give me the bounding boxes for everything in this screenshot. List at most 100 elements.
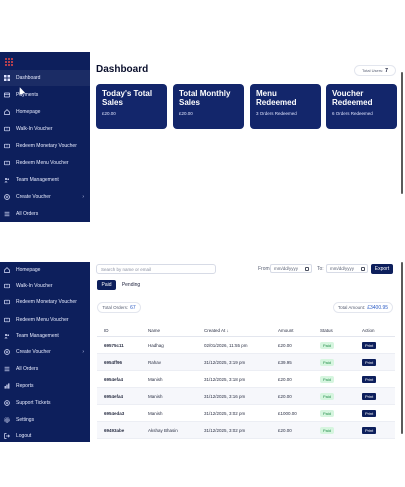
team-icon [4, 177, 10, 183]
order-created: 31/12/2025, 3:02 pm [204, 427, 246, 433]
status-badge: Paid [320, 341, 335, 349]
card-today-sales: Today's Total Sales £20.00 [96, 84, 167, 129]
sidebar-item-all-orders[interactable]: All Orders [0, 206, 90, 222]
tab-pending[interactable]: Pending [121, 282, 141, 288]
create-icon [4, 349, 10, 355]
sidebar-item-logout[interactable]: Logout [0, 428, 90, 442]
sidebar-item-label: Redeem Monetary Voucher [16, 143, 77, 149]
orders-table: ID Name Created At ↓ Amount Status Actio… [97, 325, 395, 442]
print-button[interactable]: Print [362, 341, 377, 349]
sidebar-item-homepage[interactable]: Homepage [0, 104, 90, 120]
sidebar-item-create-voucher[interactable]: Create Voucher › [0, 344, 90, 360]
sidebar-item-label: Redeem Menu Voucher [16, 160, 69, 166]
calendar-icon[interactable] [361, 267, 365, 271]
table-row: 6954ff96 Rahav 31/12/2025, 3:19 pm £39.95 Pa… [97, 354, 395, 371]
home-icon [4, 267, 10, 273]
order-amount: £20.00 [278, 376, 292, 382]
voucher-icon [4, 283, 10, 289]
table-row: 6954efa4 Manish 31/12/2025, 3:18 pm £20.00 P… [97, 371, 395, 388]
voucher-icon [4, 126, 10, 132]
order-amount: £20.00 [278, 393, 292, 399]
order-amount: £20.00 [278, 342, 292, 348]
status-badge: Paid [320, 426, 335, 434]
support-icon [4, 400, 10, 406]
sidebar-item-settings[interactable]: Settings [0, 412, 90, 428]
sidebar-item-all-orders[interactable]: All Orders [0, 361, 90, 377]
sidebar-item-team-management[interactable]: Team Management [0, 328, 90, 344]
print-button[interactable]: Print [362, 358, 377, 366]
sidebar-item-create-voucher[interactable]: Create Voucher › [0, 189, 90, 205]
vertical-scrollbar[interactable] [401, 72, 403, 194]
order-id: 69575c11 [104, 342, 124, 348]
sidebar-item-label: Create Voucher [16, 349, 51, 355]
order-id: 6954efa4 [104, 376, 124, 382]
dashboard-panel: Dashboard Payments Homepage Walk-In Voucher… [0, 52, 405, 222]
sidebar-item-label: All Orders [16, 211, 39, 217]
voucher-icon [4, 317, 10, 323]
order-created: 31/12/2025, 3:16 pm [204, 393, 246, 399]
print-button[interactable]: Print [362, 375, 377, 383]
status-badge: Paid [320, 392, 335, 400]
sidebar-item-support-tickets[interactable]: Support Tickets [0, 395, 90, 411]
search-input[interactable]: Search by name or email [96, 264, 216, 274]
sidebar-item-label: Walk-In Voucher [16, 126, 53, 132]
sidebar-item-label: All Orders [16, 366, 39, 372]
print-button[interactable]: Print [362, 392, 377, 400]
table-row: 69575c11 Hadhag 02/01/2026, 11:55 pm £20.00… [97, 337, 395, 354]
orders-icon [4, 211, 10, 217]
sidebar-item-team-management[interactable]: Team Management [0, 172, 90, 188]
sort-created-at[interactable]: Created At ↓ [204, 328, 229, 333]
sidebar-item-label: Team Management [16, 333, 59, 339]
print-button[interactable]: Print [362, 409, 377, 417]
status-badge: Paid [320, 409, 335, 417]
card-voucher-redeemed: Voucher Redeemed 6 Orders Redeemed [326, 84, 397, 129]
order-id: 6954efa4 [104, 393, 124, 399]
sidebar-item-label: Reports [16, 383, 34, 389]
chevron-right-icon: › [82, 194, 84, 200]
sidebar-item-homepage[interactable]: Homepage [0, 262, 90, 278]
table-row: 6954efa4 Manish 31/12/2025, 3:16 pm £20.00 P… [97, 388, 395, 405]
card-menu-redeemed: Menu Redeemed 3 Orders Redeemed [250, 84, 321, 129]
dashboard-icon [4, 75, 10, 81]
to-date-input[interactable]: mm/dd/yyyy [326, 264, 368, 273]
sidebar-item-reports[interactable]: Reports [0, 378, 90, 394]
orders-icon [4, 366, 10, 372]
total-orders-badge: Total Orders: 67 [97, 302, 141, 313]
order-id: 69493abe [104, 427, 125, 433]
voucher-icon [4, 160, 10, 166]
table-row: 69493abeRishav31/12/2025, 3:02 pm£1000.0… [97, 439, 395, 442]
voucher-icon [4, 143, 10, 149]
sidebar-item-redeem-menu-voucher[interactable]: Redeem Menu Voucher [0, 155, 90, 171]
status-badge: Paid [320, 358, 335, 366]
tab-paid[interactable]: Paid [97, 280, 116, 290]
order-name: Manish [148, 376, 163, 382]
order-name: Manish [148, 393, 163, 399]
table-row: 69493abe Akshay Bhasin 31/12/2025, 3:02 pm… [97, 422, 395, 439]
sidebar-item-label: Logout [16, 433, 32, 439]
sidebar-item-walk-in-voucher[interactable]: Walk-In Voucher [0, 121, 90, 137]
from-date-input[interactable]: mm/dd/yyyy [270, 264, 312, 273]
print-button[interactable]: Print [362, 426, 377, 434]
sidebar-item-label: Dashboard [16, 75, 41, 81]
create-icon [4, 194, 10, 200]
sidebar-item-redeem-menu-voucher[interactable]: Redeem Menu Voucher [0, 312, 90, 328]
sidebar-item-redeem-monetary-voucher[interactable]: Redeem Monetary Voucher [0, 138, 90, 154]
voucher-icon [4, 299, 10, 305]
order-created: 02/01/2026, 11:55 pm [204, 342, 248, 348]
sidebar-item-label: Team Management [16, 177, 59, 183]
order-id: 6954eda3 [104, 410, 125, 416]
app-logo-icon[interactable] [5, 58, 13, 66]
calendar-icon[interactable] [305, 267, 309, 271]
order-name: Akshay Bhasin [148, 427, 178, 433]
logout-icon [4, 433, 10, 439]
sidebar: Dashboard Payments Homepage Walk-In Voucher… [0, 52, 90, 222]
export-button[interactable]: Export [371, 264, 393, 274]
card-monthly-sales: Total Monthly Sales £20.00 [173, 84, 244, 129]
sidebar-item-redeem-monetary-voucher[interactable]: Redeem Monetary Voucher [0, 294, 90, 310]
sidebar-item-dashboard[interactable]: Dashboard [0, 70, 90, 86]
settings-icon [4, 417, 10, 423]
vertical-scrollbar[interactable] [401, 262, 403, 434]
sidebar-item-payments[interactable]: Payments [0, 87, 90, 103]
sidebar-item-walk-in-voucher[interactable]: Walk-In Voucher [0, 278, 90, 294]
team-icon [4, 333, 10, 339]
